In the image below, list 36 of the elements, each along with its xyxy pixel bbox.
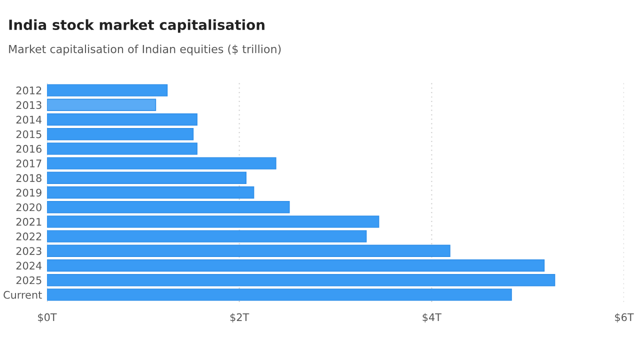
x-tick-label: $0T <box>38 313 57 323</box>
y-tick-label: 2019 <box>16 188 42 197</box>
y-tick-label: 2020 <box>16 203 42 212</box>
y-tick-label: 2012 <box>16 86 42 94</box>
x-tick-label: $6T <box>615 313 634 323</box>
y-tick-label: 2017 <box>16 160 42 168</box>
y-tick-label: 2022 <box>16 232 42 240</box>
bar <box>47 157 276 170</box>
chart-subtitle: Market capitalisation of Indian equities ($ trillion) <box>9 44 281 56</box>
bar <box>47 274 556 286</box>
y-tick-label: 2023 <box>16 247 42 256</box>
bar <box>47 288 512 301</box>
x-tick-label: $2T <box>230 313 250 323</box>
bar <box>47 259 545 272</box>
y-tick-label: 2021 <box>16 218 42 226</box>
bar <box>47 230 367 242</box>
bar <box>47 186 254 199</box>
bar <box>47 128 194 140</box>
y-tick-label: Current <box>4 290 42 299</box>
y-tick-label: 2013 <box>16 101 42 110</box>
bar <box>47 172 246 184</box>
y-tick-label: 2025 <box>16 276 42 284</box>
y-tick-label: 2018 <box>16 174 42 182</box>
x-tick-label: $4T <box>422 313 442 323</box>
bar <box>47 216 380 228</box>
y-tick-label: 2016 <box>16 144 42 153</box>
bar <box>47 98 156 112</box>
bar <box>47 113 198 126</box>
bar <box>47 84 168 96</box>
bar <box>47 244 450 258</box>
bar <box>47 200 290 214</box>
y-tick-label: 2015 <box>16 130 42 138</box>
y-tick-label: 2014 <box>16 116 42 124</box>
bar <box>47 142 198 155</box>
y-tick-label: 2024 <box>16 262 42 270</box>
chart-title: India stock market capitalisation <box>9 19 264 33</box>
